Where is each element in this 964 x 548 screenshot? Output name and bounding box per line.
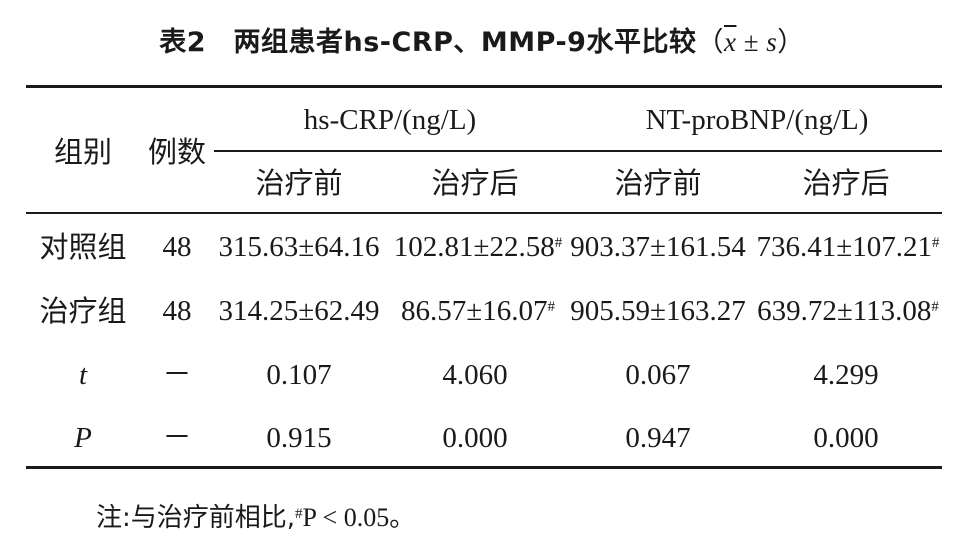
footnote-mark: # xyxy=(295,506,303,522)
row-nt-probnp-after: 639.72±113.08# xyxy=(757,295,939,327)
table-top-rule xyxy=(26,85,942,88)
footnote-threshold: P < 0.05 xyxy=(302,503,390,532)
row-n: － xyxy=(162,359,192,391)
row-nt-probnp-before: 903.37±161.54 xyxy=(570,231,746,263)
row-nt-probnp-before: 0.067 xyxy=(625,359,691,391)
row-n: 48 xyxy=(162,295,192,327)
title-notation-close: ） xyxy=(777,27,805,57)
header-n: 例数 xyxy=(147,135,207,169)
row-nt-probnp-after: 0.000 xyxy=(813,422,879,454)
row-label: t xyxy=(78,359,88,391)
row-label: 治疗组 xyxy=(39,294,127,328)
title-notation-open: （ xyxy=(696,27,724,57)
footnote-prefix: 注:与治疗前相比, xyxy=(96,503,296,533)
row-hs-crp-before: 0.107 xyxy=(266,359,332,391)
table-title-text: 表2 两组患者hs-CRP、MMP-9水平比较 xyxy=(159,27,697,58)
significance-mark: # xyxy=(547,299,555,315)
header-sub-rule xyxy=(214,150,942,152)
header-nt-probnp-after: 治疗后 xyxy=(802,166,890,200)
header-nt-probnp: NT-proBNP/(ng/L) xyxy=(645,104,869,136)
row-hs-crp-after: 0.000 xyxy=(442,422,508,454)
row-n: 48 xyxy=(162,231,192,263)
footnote-end: 。 xyxy=(389,503,416,533)
significance-mark: # xyxy=(931,299,939,315)
table-bottom-rule xyxy=(26,466,942,469)
significance-mark: # xyxy=(554,235,563,251)
row-hs-crp-after: 4.060 xyxy=(442,359,508,391)
header-group: 组别 xyxy=(53,135,113,169)
row-hs-crp-after: 86.57±16.07# xyxy=(401,295,555,327)
title-plus-minus: ± xyxy=(736,27,767,57)
row-nt-probnp-before: 905.59±163.27 xyxy=(570,295,746,327)
row-label: 对照组 xyxy=(39,230,127,264)
row-label: P xyxy=(74,422,92,454)
row-hs-crp-before: 0.915 xyxy=(266,422,332,454)
header-hs-crp-after: 治疗后 xyxy=(431,166,519,200)
row-hs-crp-after: 102.81±22.58# xyxy=(393,231,563,263)
title-sd-symbol: s xyxy=(766,27,778,57)
row-n: － xyxy=(162,422,192,454)
row-nt-probnp-after: 736.41±107.21# xyxy=(756,231,940,263)
row-nt-probnp-after: 4.299 xyxy=(813,359,879,391)
table-title: 表2 两组患者hs-CRP、MMP-9水平比较（x ± s） xyxy=(0,20,964,59)
significance-mark: # xyxy=(931,235,940,251)
header-bottom-rule xyxy=(26,212,942,214)
header-hs-crp: hs-CRP/(ng/L) xyxy=(303,104,477,136)
table-footnote: 注:与治疗前相比,#P < 0.05。 xyxy=(96,502,415,534)
header-hs-crp-before: 治疗前 xyxy=(255,166,343,200)
row-hs-crp-before: 314.25±62.49 xyxy=(218,295,380,327)
title-mean-symbol: x xyxy=(723,27,737,57)
row-nt-probnp-before: 0.947 xyxy=(625,422,691,454)
header-nt-probnp-before: 治疗前 xyxy=(614,166,702,200)
row-hs-crp-before: 315.63±64.16 xyxy=(218,231,380,263)
